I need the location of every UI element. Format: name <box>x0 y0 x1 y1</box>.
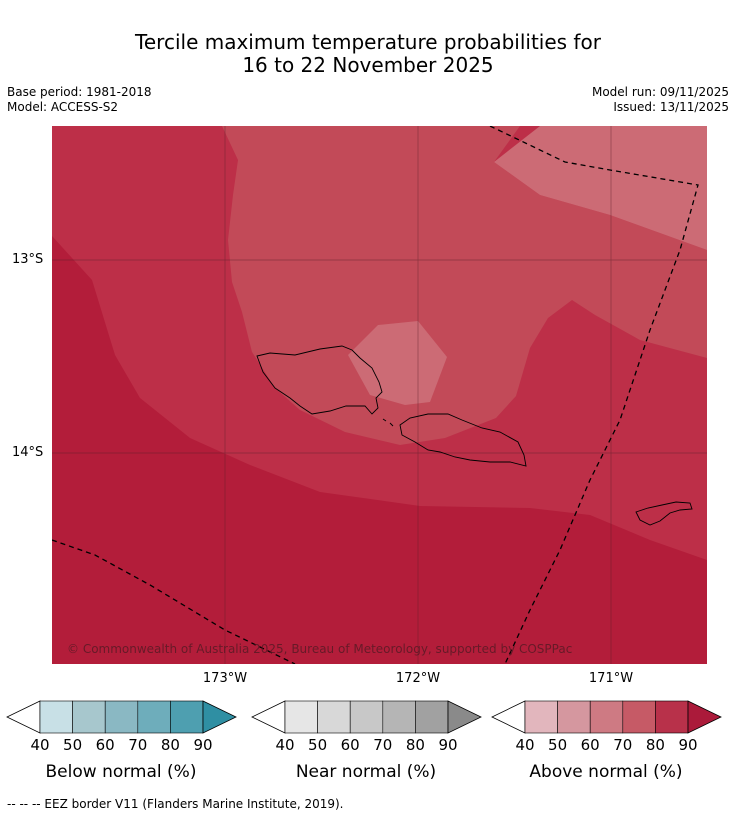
colorbar-segment <box>589 700 624 734</box>
colorbar-below-title: Below normal (%) <box>45 762 197 782</box>
graticule <box>52 126 707 664</box>
lat-label-13s: 13°S <box>12 252 44 267</box>
tick: 70 <box>373 736 393 754</box>
map[interactable] <box>0 0 736 700</box>
colorbar-above-title: Above normal (%) <box>529 762 683 782</box>
tick: 60 <box>95 736 115 754</box>
zone-above-70 <box>222 126 707 445</box>
colorbar-below <box>6 700 237 734</box>
colorbar-segment <box>415 700 449 734</box>
colorbar-segment <box>170 700 204 734</box>
colorbar-near-title: Near normal (%) <box>295 762 437 782</box>
savaii-island <box>256 345 383 415</box>
islet-2 <box>389 422 394 427</box>
zone-above-60-central <box>348 321 447 405</box>
colorbar-extend-high <box>202 700 237 734</box>
colorbar-segment <box>382 700 416 734</box>
colorbar-segment <box>317 700 351 734</box>
tutuila-island <box>635 501 693 526</box>
copyright-text: © Commonwealth of Australia 2025, Bureau… <box>67 642 573 656</box>
colorbar-extend-low <box>6 700 41 734</box>
colorbar-segment <box>284 700 318 734</box>
colorbar-extend-low <box>251 700 286 734</box>
tick: 50 <box>548 736 568 754</box>
eez-border <box>52 126 699 664</box>
colorbar-segment <box>524 700 558 734</box>
tick: 40 <box>30 736 50 754</box>
tick: 60 <box>580 736 600 754</box>
colorbar-extend-high <box>447 700 482 734</box>
colorbar-segment <box>104 700 139 734</box>
colorbar-segment <box>72 700 106 734</box>
tick: 70 <box>613 736 633 754</box>
tick: 80 <box>405 736 425 754</box>
coastlines <box>256 345 693 526</box>
tick: 80 <box>160 736 180 754</box>
model-run: Model run: 09/11/2025 <box>591 85 729 99</box>
colorbar-segment <box>349 700 384 734</box>
lon-label-171w: 171°W <box>588 671 634 686</box>
zone-above-60-north <box>494 126 707 250</box>
tick: 40 <box>515 736 535 754</box>
tick: 70 <box>128 736 148 754</box>
tick: 80 <box>645 736 665 754</box>
colorbar-extend-low <box>491 700 526 734</box>
tick: 90 <box>438 736 458 754</box>
tick: 50 <box>63 736 83 754</box>
upolu-island <box>399 413 527 467</box>
issued-date: Issued: 13/11/2025 <box>613 100 729 114</box>
tick: 60 <box>340 736 360 754</box>
meta-right: Model run: 09/11/2025 Issued: 13/11/2025 <box>592 85 729 115</box>
colorbar-segment <box>137 700 171 734</box>
model-name: Model: ACCESS-S2 <box>7 100 119 114</box>
lon-label-172w: 172°W <box>395 671 441 686</box>
tick: 90 <box>193 736 213 754</box>
title-line-2: 16 to 22 November 2025 <box>242 53 494 77</box>
colorbar-segment <box>655 700 689 734</box>
colorbar-segment <box>622 700 656 734</box>
title-line-1: Tercile maximum temperature probabilitie… <box>135 30 601 54</box>
tick: 90 <box>678 736 698 754</box>
colorbar-near <box>251 700 482 734</box>
lon-label-173w: 173°W <box>202 671 248 686</box>
chart-title: Tercile maximum temperature probabilitie… <box>0 31 736 77</box>
colorbar-segment <box>39 700 73 734</box>
colorbar-extend-high <box>687 700 722 734</box>
meta-left: Base period: 1981-2018 Model: ACCESS-S2 <box>7 85 152 115</box>
colorbar-segment <box>557 700 591 734</box>
lat-label-14s: 14°S <box>12 445 44 460</box>
islet <box>382 418 387 422</box>
colorbar-above <box>491 700 722 734</box>
colorbars <box>6 700 722 734</box>
footnote: -- -- -- EEZ border V11 (Flanders Marine… <box>7 797 344 811</box>
tick: 50 <box>308 736 328 754</box>
tick: 40 <box>275 736 295 754</box>
base-period: Base period: 1981-2018 <box>7 85 152 99</box>
